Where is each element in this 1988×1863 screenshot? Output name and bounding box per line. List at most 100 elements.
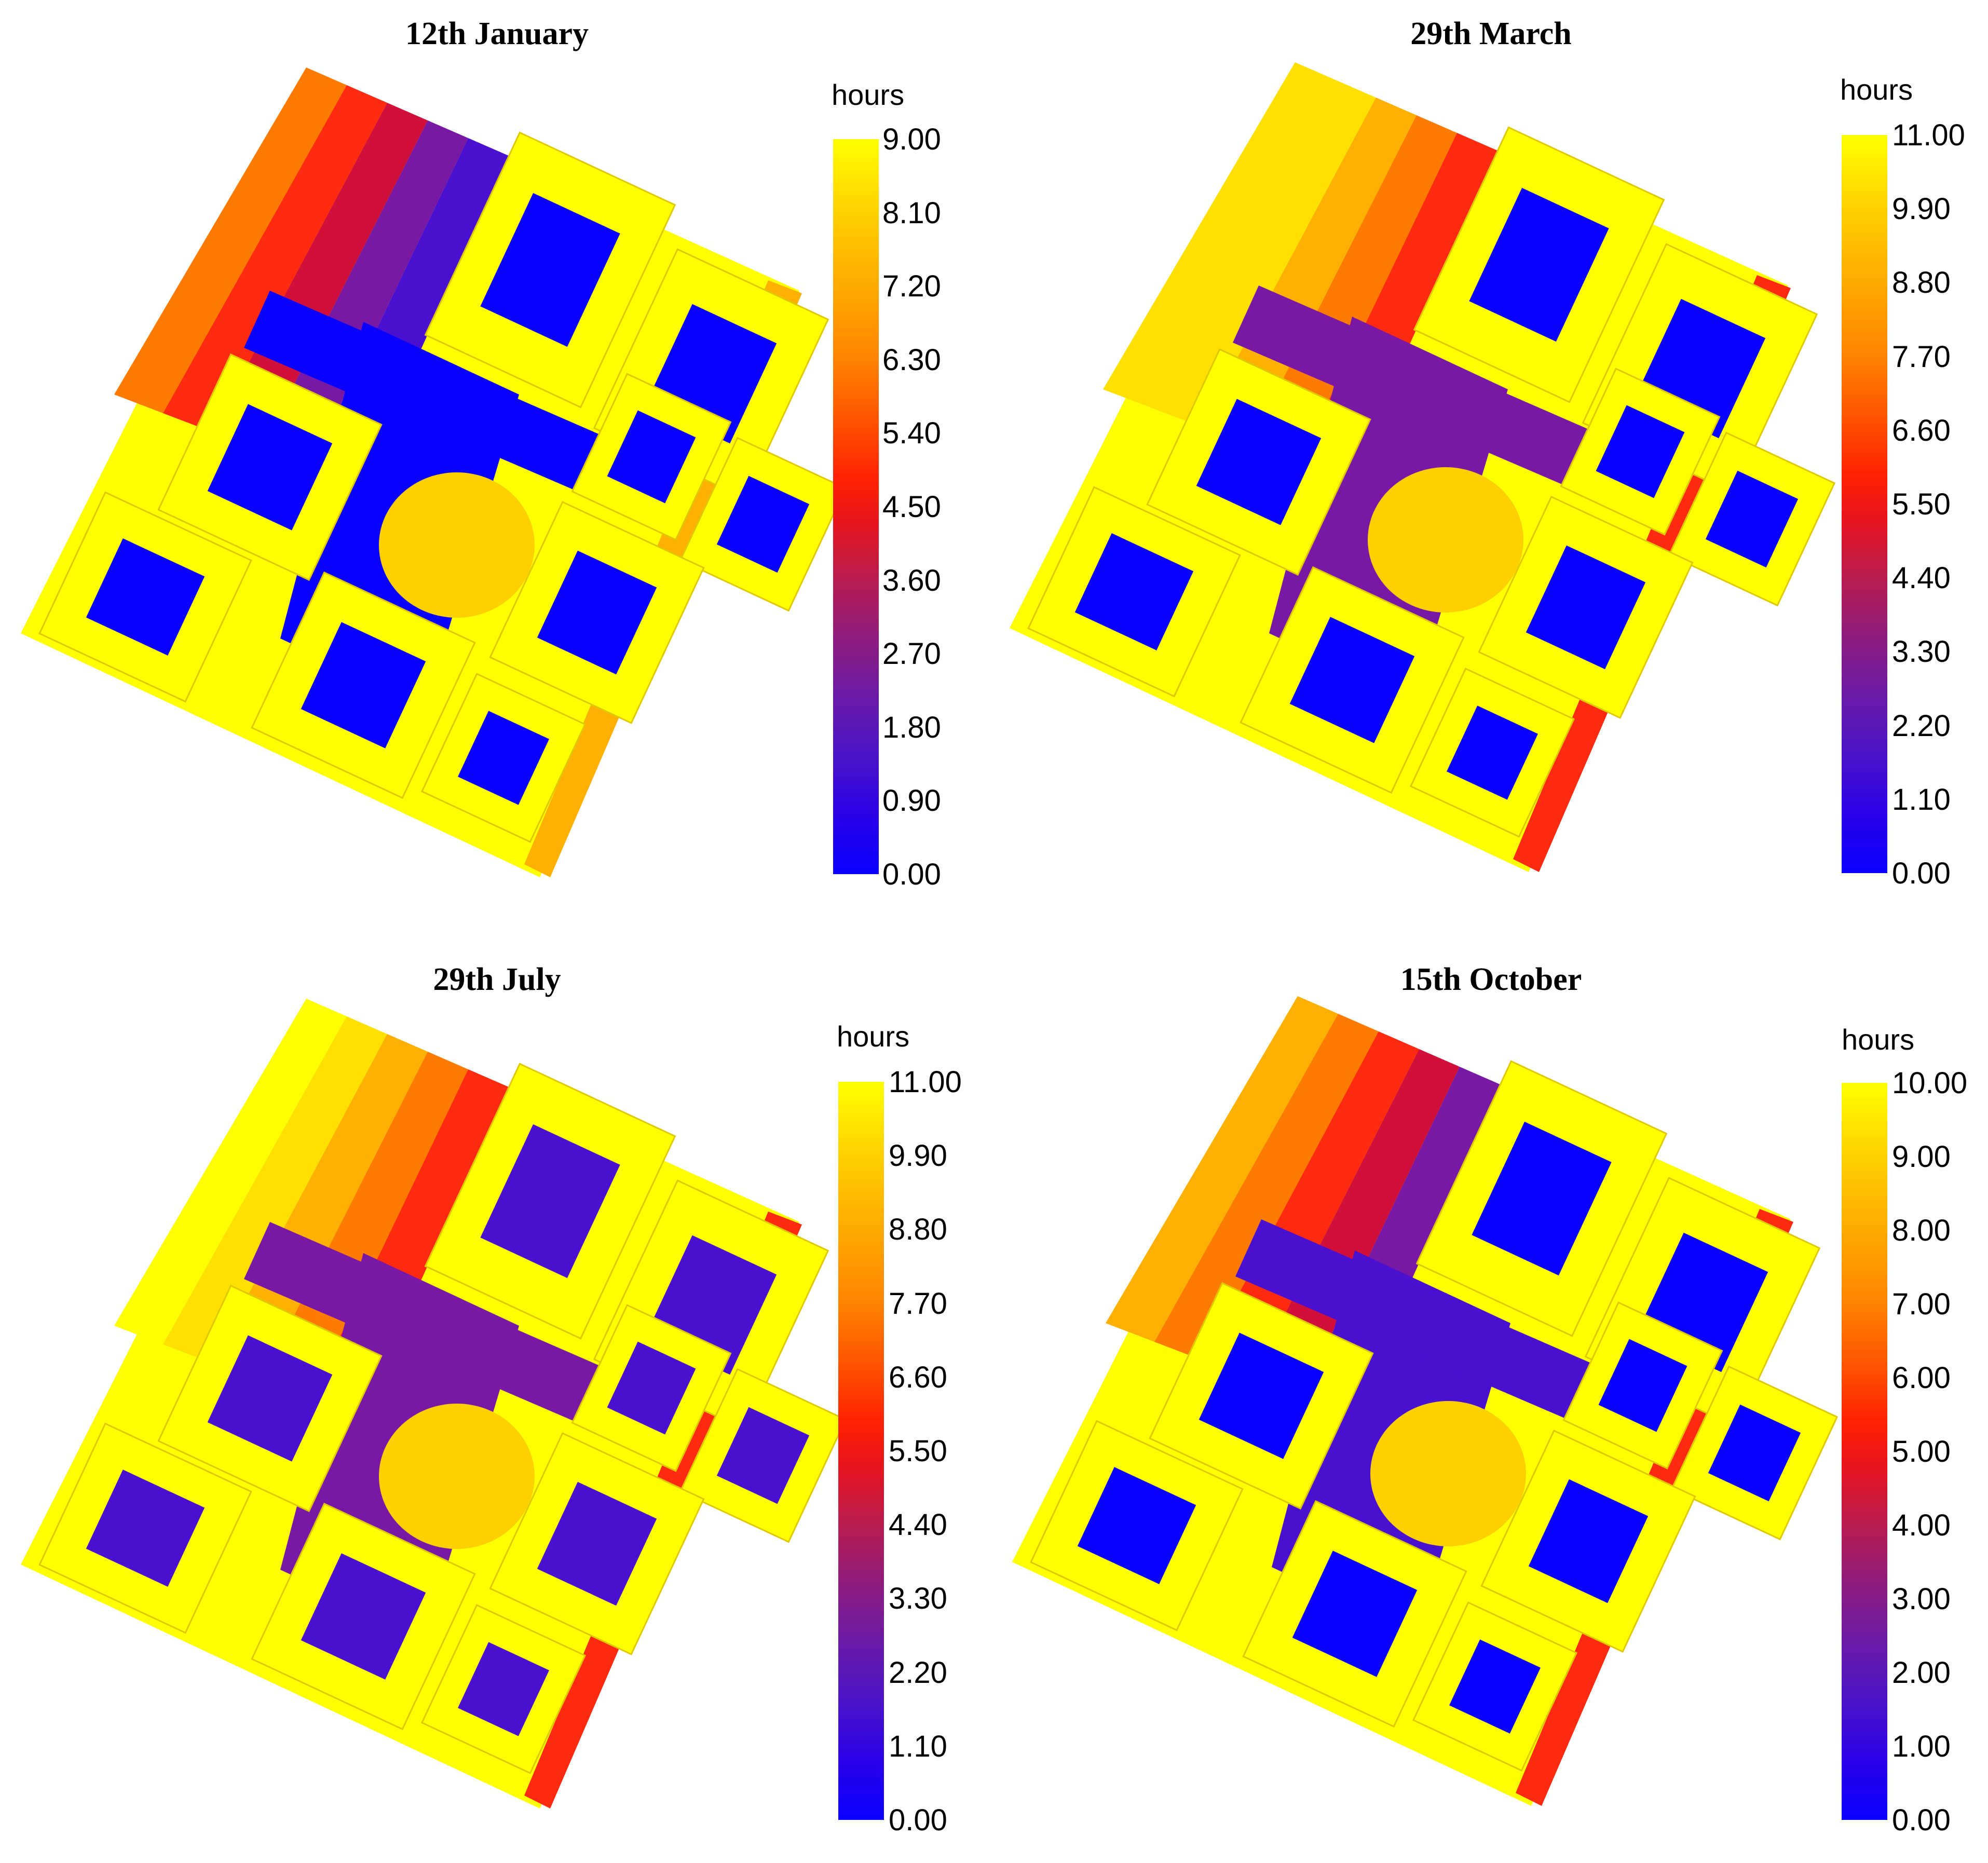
colorbar-label: hours [837, 1020, 910, 1053]
courtyard-shadow [537, 550, 657, 675]
tree-canopy [379, 1404, 535, 1549]
shade-band [1106, 996, 1338, 1342]
colorbar-tick-label: 8.00 [1892, 1214, 1951, 1247]
courtyard-shadow [716, 475, 810, 573]
colorbar-label: hours [1840, 73, 1913, 106]
colorbar-tick-label: 2.70 [882, 637, 941, 671]
building-block [1240, 566, 1465, 794]
colorbar-tick-label: 8.10 [882, 196, 941, 230]
colorbar [833, 139, 879, 874]
chart-title: 15th October [1400, 962, 1582, 997]
building-block [1560, 368, 1721, 536]
heatmap-panel-july: 29th July hours 11.00 9.90 8.80 7.70 6.60 5.5… [0, 931, 994, 1862]
building-block [571, 373, 732, 541]
colorbar-tick-label: 6.30 [882, 343, 941, 377]
chart-title: 12th January [405, 16, 589, 51]
heatmap-panel-march: 29th March hours 11.00 9.90 8.80 7.70 6.60 5.… [994, 0, 1988, 931]
courtyard-shadow [458, 1642, 549, 1736]
courtyard-shadow [480, 1124, 620, 1279]
colorbar-tick-label: 5.50 [1892, 487, 1951, 521]
courtyard-shadow [1447, 705, 1538, 800]
colorbar-tick-label: 7.70 [889, 1286, 947, 1321]
courtyard-shadow [1526, 545, 1646, 670]
heatmap-panel-october: 15th October hours 10.00 9.00 8.00 7.00 6.00… [994, 931, 1988, 1862]
colorbar-tick-label: 1.00 [1892, 1730, 1951, 1763]
colorbar-label: hours [1842, 1023, 1915, 1056]
heatmap-panel-january: 12th January hours 9.00 8.10 7.20 6.30 5.40 4… [0, 0, 994, 931]
courtyard-shadow [86, 1470, 205, 1587]
colorbar-tick-label: 1.10 [1892, 782, 1951, 817]
courtyard-shadow [458, 711, 549, 805]
courtyard-shadow [207, 404, 333, 531]
courtyard-shadow [1528, 1479, 1649, 1603]
sunlight-hours-map [1012, 996, 1839, 1806]
colorbar-tick-label: 0.90 [882, 784, 941, 818]
tree-canopy [379, 472, 535, 618]
building-block [1409, 668, 1575, 838]
colorbar-tick-label: 2.20 [889, 1655, 947, 1690]
courtyard-shadow [607, 1341, 696, 1435]
shade-band [1252, 1049, 1460, 1398]
building-block [1027, 486, 1241, 698]
courtyard-shadow [301, 622, 426, 749]
sunlight-hours-map [1010, 62, 1836, 872]
colorbar-tick-label: 6.60 [889, 1360, 947, 1394]
building-block [1478, 496, 1694, 719]
courtyard-shadow [1196, 399, 1322, 525]
colorbar-tick-label: 1.10 [889, 1729, 947, 1763]
shade-band [1249, 115, 1457, 464]
shade-band [114, 67, 347, 413]
colorbar-tick-label: 8.80 [889, 1213, 947, 1247]
building-block [157, 353, 383, 581]
building-block [420, 673, 587, 843]
tree-canopy [1370, 1401, 1526, 1546]
shade-band [1103, 62, 1336, 408]
building-block [38, 491, 252, 703]
building-block [157, 1284, 383, 1513]
courtyard-shadow [1596, 405, 1685, 498]
colorbar-tick-label: 0.00 [889, 1803, 947, 1837]
colorbar [838, 1082, 884, 1820]
colorbar-tick-label: 3.30 [889, 1582, 947, 1616]
building-block [1562, 1301, 1723, 1470]
building-block [679, 1368, 847, 1543]
colorbar-tick-label: 0.00 [882, 858, 941, 891]
building-block [489, 1432, 705, 1655]
courtyard-shadow [301, 1553, 426, 1680]
colorbar-tick-label: 0.00 [1892, 1803, 1951, 1837]
colorbar-tick-label: 10.00 [1892, 1066, 1968, 1100]
courtyard-shadow [1074, 533, 1194, 650]
courtyard-shadow [1705, 470, 1799, 568]
building-block [1146, 348, 1371, 576]
building-block [1242, 1500, 1467, 1728]
colorbar-tick-label: 7.20 [882, 269, 941, 304]
courtyard-shadow [1708, 1404, 1801, 1502]
building-block [424, 1063, 676, 1340]
courtyard-shadow [1598, 1339, 1687, 1432]
colorbar-tick-label: 2.20 [1892, 709, 1951, 743]
colorbar-tick-label: 6.00 [1892, 1361, 1951, 1395]
sunlight-hours-map [21, 999, 847, 1808]
colorbar-tick-label: 3.00 [1892, 1582, 1951, 1616]
building-block [420, 1604, 587, 1774]
courtyard-shadow [607, 410, 696, 504]
courtyard-shadow [537, 1481, 657, 1606]
building-block [424, 131, 676, 409]
courtyard-shadow [1449, 1639, 1541, 1734]
tree-canopy [1368, 467, 1523, 613]
colorbar-tick-label: 4.50 [882, 490, 941, 524]
colorbar-tick-label: 9.90 [889, 1139, 947, 1173]
street-shadow [1233, 285, 1664, 519]
colorbar-tick-label: 7.70 [1892, 339, 1951, 374]
building-block [1412, 1601, 1578, 1772]
building-block [1149, 1282, 1374, 1510]
courtyard-shadow [1199, 1332, 1324, 1459]
colorbar-tick-label: 6.60 [1892, 413, 1951, 447]
colorbar-tick-label: 9.90 [1892, 192, 1951, 226]
colorbar-tick-label: 4.40 [1892, 561, 1951, 595]
courtyard-shadow [1077, 1467, 1196, 1584]
colorbar-tick-label: 5.40 [882, 416, 941, 451]
street-shadow [244, 1222, 675, 1456]
colorbar [1842, 135, 1887, 873]
colorbar-tick-label: 3.60 [882, 563, 941, 597]
